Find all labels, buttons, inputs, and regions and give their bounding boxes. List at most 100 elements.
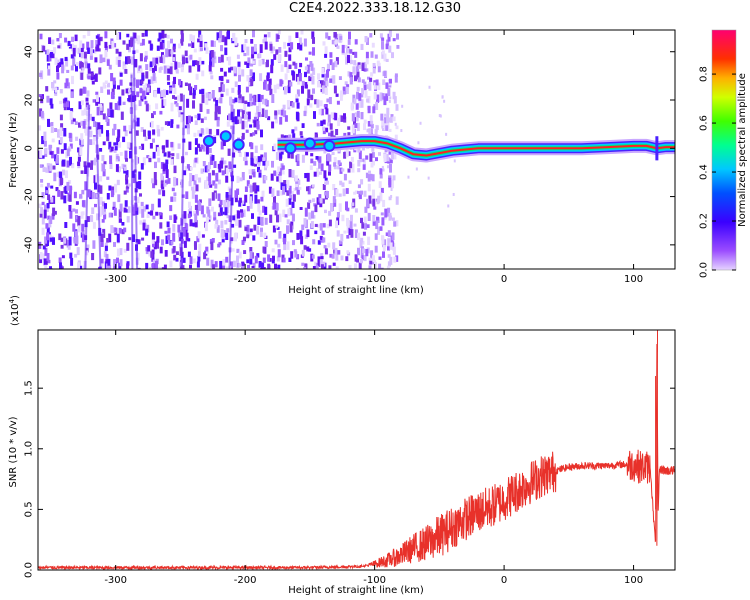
spectrogram-speckle bbox=[294, 126, 298, 131]
spectrogram-speckle bbox=[260, 129, 263, 138]
y-tick-label: 20 bbox=[24, 94, 35, 107]
spectrogram-speckle bbox=[361, 62, 365, 71]
spectrogram-speckle bbox=[138, 100, 142, 107]
spectrogram-speckle bbox=[46, 49, 50, 55]
spectrogram-speckle bbox=[44, 247, 48, 256]
spectrogram-speckle bbox=[198, 199, 202, 204]
spectrogram-speckle bbox=[192, 60, 196, 67]
spectrogram-speckle bbox=[60, 237, 64, 242]
spectrogram-speckle bbox=[343, 113, 346, 119]
spectrogram-speckle bbox=[272, 202, 276, 210]
spectrogram-speckle bbox=[128, 46, 131, 53]
spectrogram-speckle bbox=[303, 218, 307, 227]
spectrogram-speckle bbox=[107, 89, 110, 95]
spectrogram-speckle bbox=[345, 55, 348, 65]
spectrogram-speckle bbox=[119, 218, 122, 223]
spectrogram-speckle bbox=[341, 168, 345, 172]
spectrogram-speckle bbox=[99, 197, 103, 205]
spectrogram-speckle bbox=[49, 151, 53, 155]
spectrogram-speckle bbox=[268, 78, 272, 85]
spectrogram-speckle bbox=[160, 173, 164, 180]
spectrogram-speckle bbox=[293, 249, 297, 253]
spectrogram-speckle bbox=[80, 47, 84, 53]
spectrogram-speckle bbox=[249, 231, 253, 236]
x-tick-label: 100 bbox=[624, 575, 643, 586]
spectrogram-speckle bbox=[287, 105, 291, 110]
spectrogram-speckle bbox=[394, 73, 398, 77]
spectrogram-speckle bbox=[126, 43, 130, 50]
spectrogram-streak bbox=[95, 121, 102, 269]
spectrogram-speckle bbox=[205, 184, 209, 189]
spectrogram-speckle bbox=[241, 110, 245, 119]
spectrogram-speckle bbox=[241, 239, 245, 245]
spectrogram-speckle bbox=[167, 178, 171, 184]
spectrogram-speckle bbox=[277, 249, 281, 258]
spectrogram-speckle bbox=[236, 175, 240, 183]
spectrogram-speckle bbox=[40, 110, 44, 119]
spectrogram-speckle bbox=[68, 180, 72, 184]
spectrogram-speckle bbox=[172, 81, 176, 88]
spectrogram-speckle bbox=[387, 254, 391, 258]
spectrogram-speckle bbox=[371, 148, 375, 152]
spectrogram-speckle bbox=[326, 98, 330, 103]
x-tick-label: -100 bbox=[363, 274, 386, 285]
spectrogram-speckle bbox=[232, 33, 236, 42]
spectrogram-speckle bbox=[108, 212, 112, 218]
spectrogram-speckle bbox=[80, 170, 84, 174]
spectrogram-speckle bbox=[233, 66, 237, 74]
spectrogram-speckle bbox=[323, 170, 327, 179]
spectrogram-speckle bbox=[125, 158, 128, 162]
spectrogram-speckle bbox=[262, 257, 266, 263]
spectrogram-speckle bbox=[75, 62, 79, 67]
spectrogram-speckle bbox=[123, 125, 127, 132]
spectrogram-speckle bbox=[322, 261, 326, 267]
spectrogram-speckle bbox=[192, 258, 196, 264]
spectrogram-speckle bbox=[239, 108, 243, 113]
spectrogram-speckle bbox=[199, 133, 203, 137]
spectrogram-speckle bbox=[166, 34, 170, 39]
spectrogram-speckle bbox=[125, 209, 129, 213]
spectrogram-speckle bbox=[270, 173, 274, 181]
spectrogram-speckle bbox=[371, 174, 375, 182]
spectrogram-speckle bbox=[106, 133, 110, 142]
spectrogram-speckle bbox=[139, 68, 143, 73]
spectrogram-speckle bbox=[252, 171, 256, 178]
colorbar-ticks: 0.00.20.40.60.8 bbox=[699, 66, 736, 278]
spectrogram-speckle bbox=[241, 96, 245, 104]
spectrogram-speckle bbox=[176, 153, 180, 160]
spectrogram-speckle bbox=[356, 86, 360, 92]
spectrogram-speckle bbox=[452, 192, 455, 196]
spectrogram-speckle bbox=[210, 75, 214, 80]
spectrogram-speckle bbox=[306, 186, 309, 192]
spectrogram-speckle bbox=[191, 190, 195, 199]
spectrogram-speckle bbox=[354, 51, 358, 58]
spectrogram-speckle bbox=[226, 214, 230, 219]
spectrogram-speckle bbox=[68, 205, 72, 212]
spectrogram-speckle bbox=[90, 216, 94, 222]
spectrogram-speckle bbox=[126, 185, 130, 189]
spectrogram-speckle bbox=[264, 175, 268, 181]
spectrogram-speckle bbox=[50, 103, 54, 109]
spectrogram-speckle bbox=[324, 87, 328, 95]
spectrogram-speckle bbox=[59, 127, 63, 137]
spectrogram-speckle bbox=[157, 87, 161, 94]
spectrogram-speckle bbox=[347, 39, 351, 45]
spectrogram-speckle bbox=[163, 152, 167, 157]
spectrogram-speckle bbox=[258, 53, 262, 58]
spectrogram-speckle bbox=[352, 51, 356, 55]
spectrogram-speckle bbox=[84, 58, 88, 65]
track-blob bbox=[303, 137, 316, 150]
spectrogram-speckle bbox=[292, 133, 296, 140]
spectrogram-speckle bbox=[179, 93, 183, 102]
spectrogram-speckle bbox=[41, 192, 45, 199]
spectrogram-speckle bbox=[152, 151, 156, 159]
spectrogram-speckle bbox=[338, 203, 342, 212]
spectrogram-speckle bbox=[258, 261, 262, 268]
spectrogram-speckle bbox=[42, 245, 46, 250]
spectrogram-speckle bbox=[102, 228, 106, 238]
spectrogram-speckle bbox=[221, 84, 225, 92]
spectrogram-speckle bbox=[328, 219, 332, 227]
spectrogram-speckle bbox=[75, 201, 79, 205]
colorbar-tick-label: 0.2 bbox=[699, 213, 710, 229]
spectrogram-speckle bbox=[304, 84, 308, 89]
